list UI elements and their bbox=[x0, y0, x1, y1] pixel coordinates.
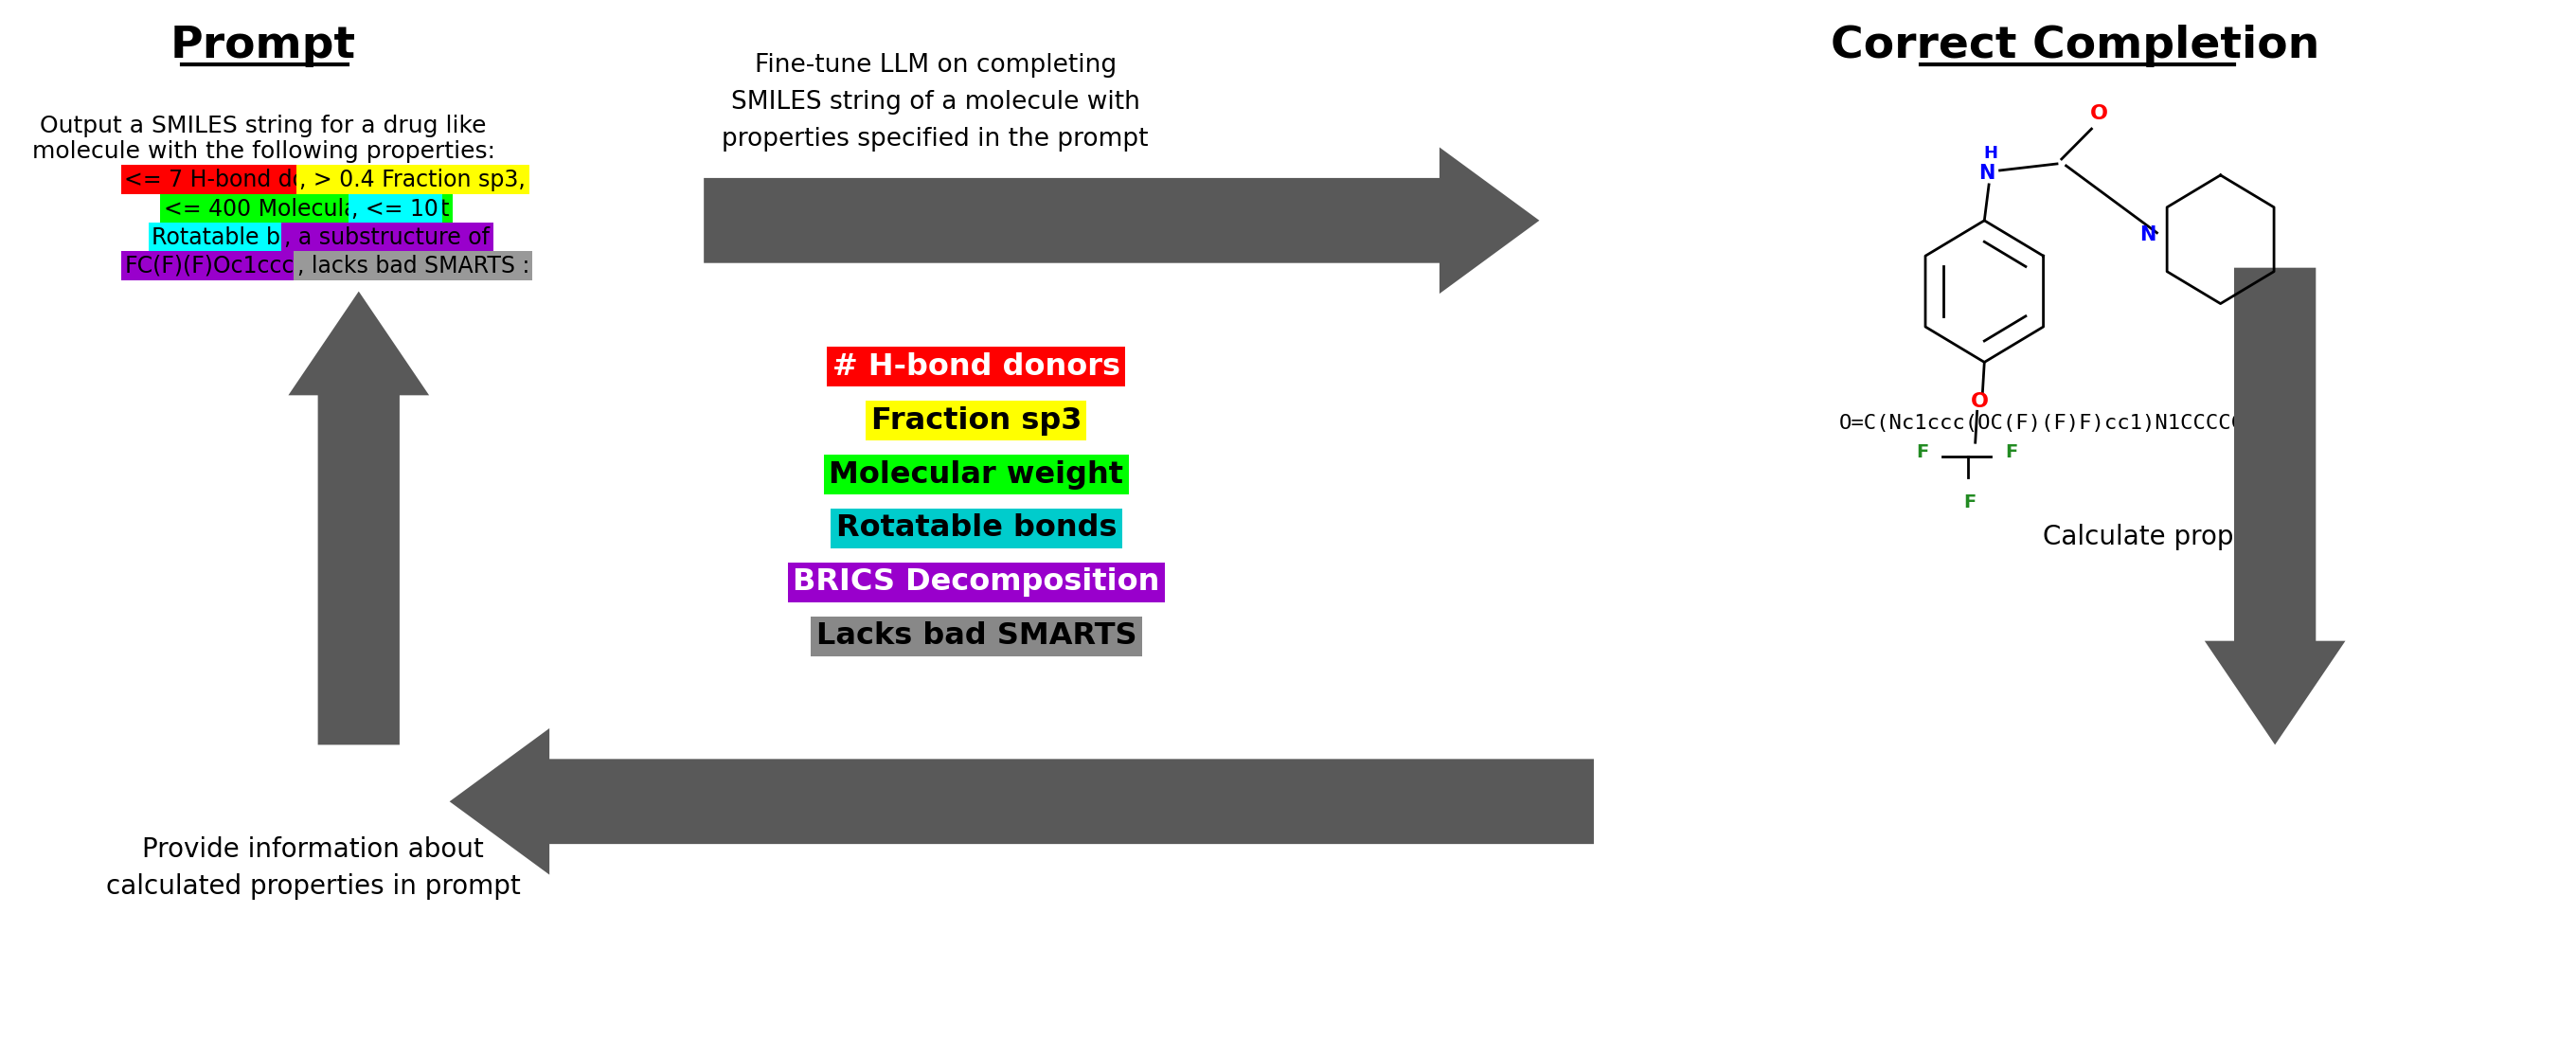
Polygon shape bbox=[2205, 268, 2344, 745]
Text: FC(F)(F)Oc1ccccc1: FC(F)(F)Oc1ccccc1 bbox=[124, 255, 332, 277]
Text: , lacks bad SMARTS :: , lacks bad SMARTS : bbox=[296, 255, 528, 277]
Text: Rotatable bonds: Rotatable bonds bbox=[835, 514, 1115, 543]
Text: N: N bbox=[1978, 164, 1996, 183]
Text: F: F bbox=[1963, 494, 1976, 511]
Text: F: F bbox=[2004, 443, 2017, 461]
Text: BRICS Decomposition: BRICS Decomposition bbox=[793, 567, 1159, 597]
Text: # H-bond donors: # H-bond donors bbox=[832, 352, 1121, 381]
Text: O: O bbox=[2089, 104, 2107, 124]
Text: H: H bbox=[1984, 144, 1999, 162]
Text: F: F bbox=[1917, 443, 1929, 461]
Text: O: O bbox=[1971, 393, 1989, 411]
Polygon shape bbox=[289, 291, 430, 745]
Text: , a substructure of: , a substructure of bbox=[283, 227, 489, 249]
Text: Calculate properties: Calculate properties bbox=[2043, 524, 2308, 551]
Text: Molecular weight: Molecular weight bbox=[829, 460, 1123, 489]
Text: Lacks bad SMARTS: Lacks bad SMARTS bbox=[817, 621, 1136, 650]
Text: Fine-tune LLM on completing
SMILES string of a molecule with
properties specifie: Fine-tune LLM on completing SMILES strin… bbox=[721, 53, 1149, 152]
Text: Correct Completion: Correct Completion bbox=[1832, 24, 2321, 68]
Polygon shape bbox=[451, 728, 1595, 875]
Text: <= 7 H-bond donors: <= 7 H-bond donors bbox=[124, 168, 355, 191]
Text: Fraction sp3: Fraction sp3 bbox=[871, 406, 1082, 435]
Text: Prompt: Prompt bbox=[170, 24, 355, 68]
Text: , > 0.4 Fraction sp3,: , > 0.4 Fraction sp3, bbox=[299, 168, 526, 191]
Text: Output a SMILES string for a drug like: Output a SMILES string for a drug like bbox=[41, 114, 487, 137]
Polygon shape bbox=[703, 148, 1540, 294]
Text: , <= 10: , <= 10 bbox=[350, 197, 438, 220]
Text: O=C(Nc1ccc(OC(F)(F)F)cc1)N1CCCCC1: O=C(Nc1ccc(OC(F)(F)F)cc1)N1CCCCC1 bbox=[1839, 415, 2257, 433]
Text: N: N bbox=[2141, 225, 2156, 244]
Text: Rotatable bonds: Rotatable bonds bbox=[152, 227, 335, 249]
Text: molecule with the following properties:: molecule with the following properties: bbox=[31, 140, 495, 163]
Text: <= 400 Molecular weight: <= 400 Molecular weight bbox=[162, 197, 448, 220]
Text: Provide information about
calculated properties in prompt: Provide information about calculated pro… bbox=[106, 836, 520, 900]
